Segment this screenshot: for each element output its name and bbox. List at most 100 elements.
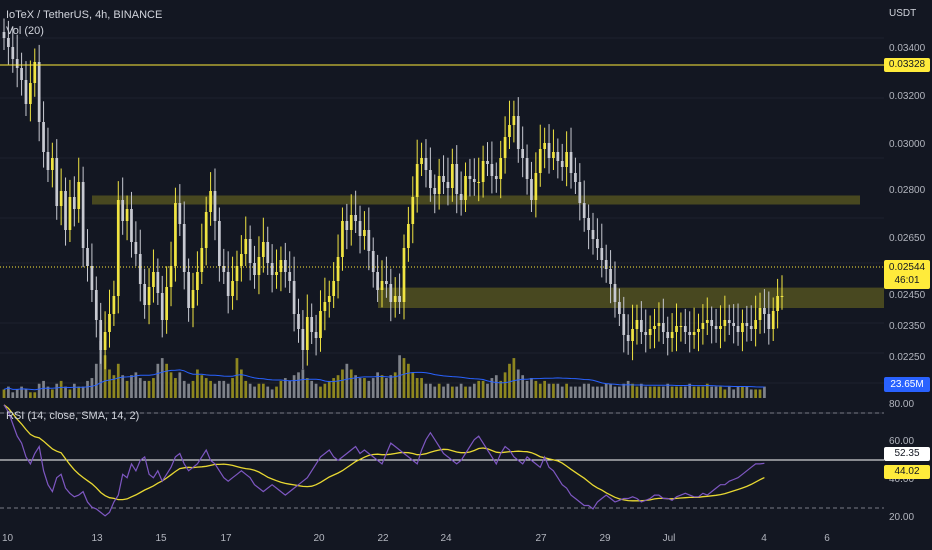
volume-bar <box>494 375 498 398</box>
candle-body <box>560 161 564 167</box>
candle-body <box>596 239 599 248</box>
candle-body <box>196 272 199 290</box>
rsi-line <box>3 404 765 517</box>
candle-body <box>283 260 287 272</box>
candle-body <box>244 239 248 254</box>
volume-bar <box>283 378 287 398</box>
candle-body <box>591 230 595 239</box>
candle-body <box>270 263 274 275</box>
candle-body <box>55 158 59 206</box>
candle-body <box>11 47 15 59</box>
volume-bar <box>481 380 485 398</box>
volume-bar <box>758 389 762 398</box>
volume-bar <box>552 383 555 398</box>
candle-body <box>261 242 265 257</box>
volume-bar <box>261 383 265 398</box>
volume-bar <box>420 378 423 398</box>
volume-bar <box>569 386 573 398</box>
candle-body <box>679 326 683 327</box>
volume-bar <box>745 386 749 398</box>
candle-body <box>385 281 388 284</box>
volume-bar <box>187 383 190 398</box>
volume-bar <box>385 378 388 398</box>
volume-bar <box>231 378 234 398</box>
volume-bar <box>437 383 441 398</box>
candle-body <box>653 326 656 329</box>
candle-body <box>367 230 371 251</box>
candle-body <box>719 326 722 329</box>
candle-body <box>130 209 133 242</box>
candle-body <box>231 281 234 296</box>
candle-body <box>301 329 305 350</box>
volume-bar <box>604 383 608 398</box>
candle-body <box>389 284 393 302</box>
price-tick-label: 0.02800 <box>889 185 926 196</box>
rsi-indicator-label[interactable]: RSI (14, close, SMA, 14, 2) <box>6 410 140 422</box>
volume-bar <box>411 372 415 398</box>
volume-bar <box>618 386 621 398</box>
volume-bar <box>266 386 270 398</box>
rsi-sma-line <box>3 404 765 502</box>
volume-bar <box>719 386 722 398</box>
candle-body <box>411 197 415 224</box>
volume-bar <box>472 383 476 398</box>
candle-body <box>631 329 634 341</box>
volume-bar <box>279 380 283 398</box>
candle-body <box>468 176 472 179</box>
volume-bar <box>143 380 147 398</box>
volume-indicator-label[interactable]: Vol (20) <box>6 25 44 37</box>
volume-bar <box>538 383 542 398</box>
volume-bar <box>477 380 481 398</box>
volume-bar <box>692 386 696 398</box>
candle-body <box>50 158 54 170</box>
volume-bar <box>345 363 349 398</box>
volume-bar <box>99 341 103 398</box>
candle-body <box>569 152 573 173</box>
resistance-price-tag: 0.03328 <box>884 58 930 72</box>
candle-body <box>464 176 467 200</box>
rsi-axis[interactable]: 80.00 60.00 40.00 20.00 <box>889 399 914 523</box>
volume-bar <box>297 372 300 398</box>
volume-bar <box>591 386 595 398</box>
volume-bar <box>191 380 195 398</box>
price-axis[interactable]: 0.03400 0.03200 0.03000 0.02800 0.02650 0.024… <box>889 43 926 363</box>
candle-body <box>37 62 41 122</box>
candle-body <box>424 158 428 170</box>
candle-body <box>349 215 353 230</box>
candle-body <box>657 323 661 326</box>
candle-body <box>534 173 538 200</box>
candle-body <box>248 239 252 263</box>
candle-body <box>433 188 437 194</box>
time-tick-label: 10 <box>2 533 14 544</box>
candle-body <box>754 320 757 329</box>
volume-bar <box>81 386 85 398</box>
candle-body <box>648 329 652 335</box>
volume-bar <box>138 378 142 398</box>
candle-body <box>499 158 503 179</box>
candle-body <box>736 326 740 332</box>
price-tick-label: 0.02650 <box>889 233 926 244</box>
volume-bar <box>697 386 700 398</box>
volume-bar <box>631 383 634 398</box>
time-axis[interactable]: 10 13 15 17 20 22 24 27 29 Jul 4 6 <box>2 533 830 544</box>
volume-bar <box>11 392 15 398</box>
volume-bar <box>763 386 766 398</box>
volume-bar <box>226 383 230 398</box>
volume-bar <box>209 380 212 398</box>
volume-bar <box>218 380 221 398</box>
volume-bar <box>147 380 151 398</box>
volume-bar <box>468 386 472 398</box>
volume-bar <box>310 380 314 398</box>
candle-body <box>86 248 89 266</box>
volume-bar <box>688 383 692 398</box>
volume-bar <box>336 375 340 398</box>
candle-body <box>582 203 586 218</box>
candle-body <box>121 200 125 221</box>
candle-body <box>116 200 120 296</box>
candle-body <box>138 254 142 284</box>
candle-body <box>692 332 696 335</box>
volume-bar <box>169 372 173 398</box>
volume-bar <box>33 392 37 398</box>
candle-body <box>446 182 450 188</box>
